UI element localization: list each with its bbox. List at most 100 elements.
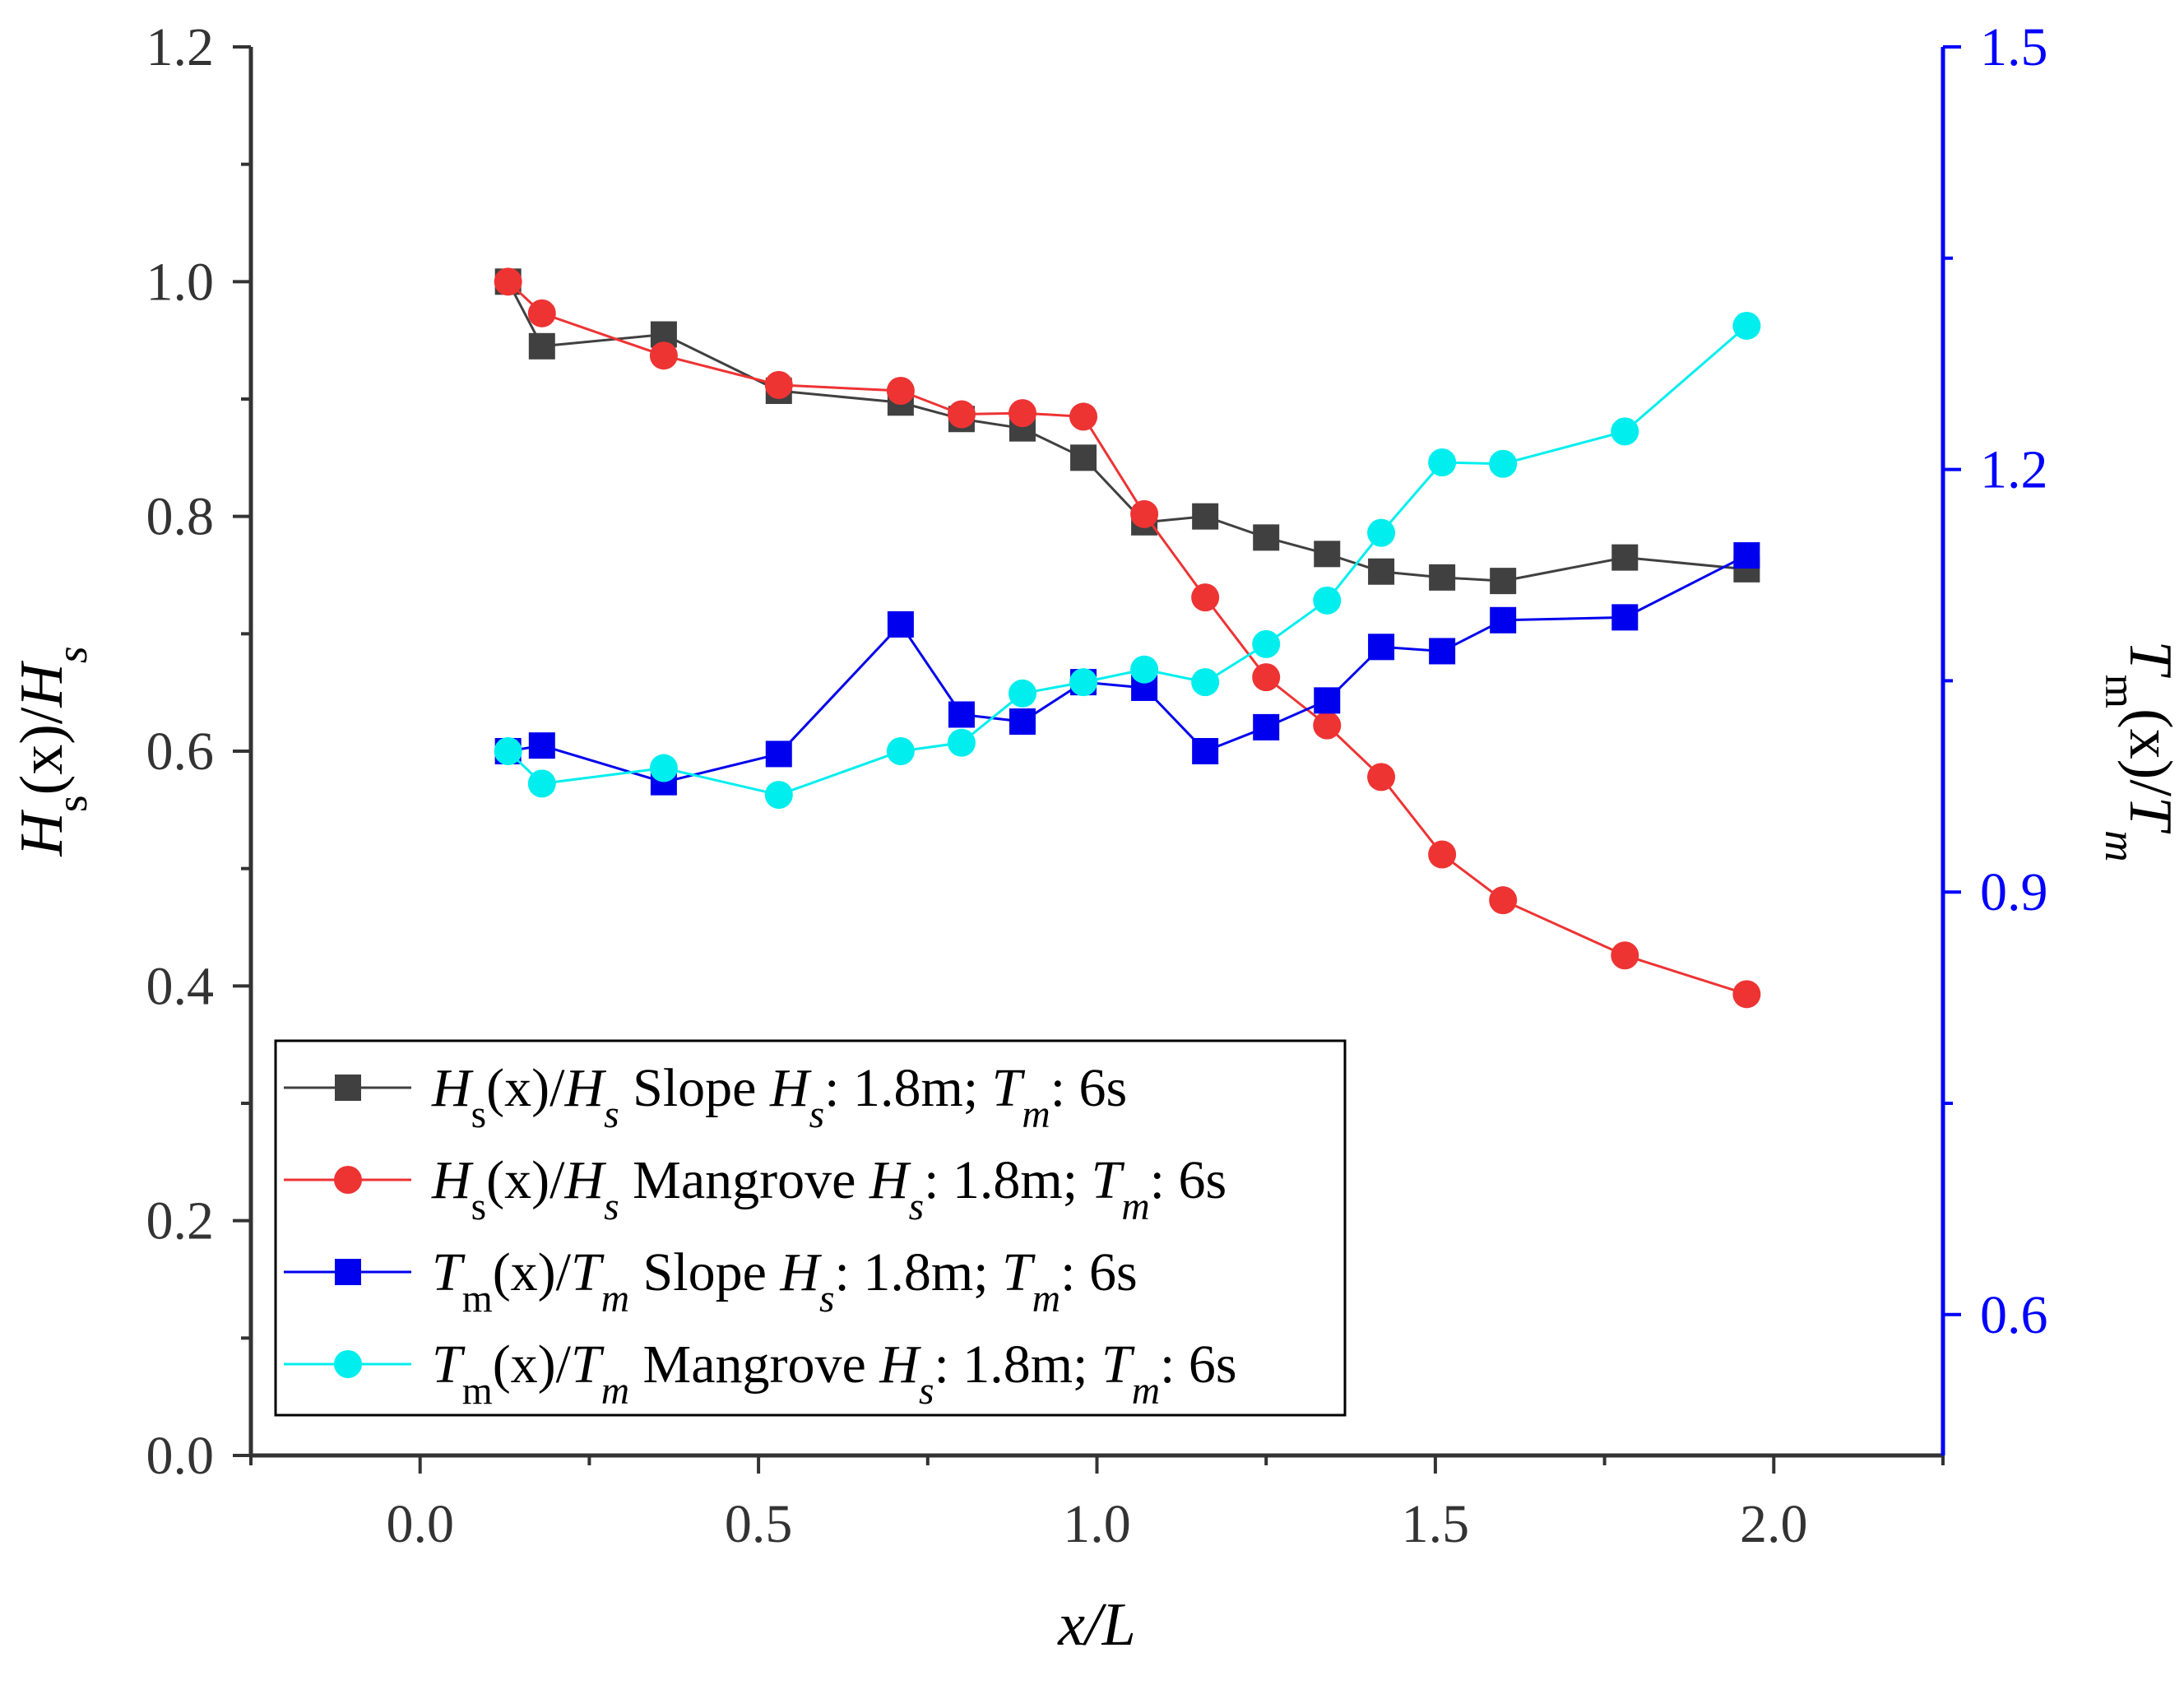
data-point xyxy=(527,299,556,327)
series-line xyxy=(507,281,1747,583)
legend-marker xyxy=(335,1259,361,1285)
data-point xyxy=(1489,449,1518,478)
data-point xyxy=(1611,417,1639,446)
data-point xyxy=(1008,679,1036,708)
data-point xyxy=(947,400,976,429)
data-point xyxy=(886,737,915,765)
legend-label: Hs(x)/Hs Slope Hs: 1.8m; Tm: 6s xyxy=(431,1058,1127,1136)
data-point xyxy=(649,341,678,370)
data-point xyxy=(1733,542,1760,569)
data-point xyxy=(887,610,914,638)
data-point xyxy=(764,781,793,810)
data-point xyxy=(765,740,792,768)
y-right-title-group: Tm(x)/Tm xyxy=(2097,640,2184,861)
y-left-axis-title: Hs(x)/Hs xyxy=(8,646,96,856)
x-tick-label: 0.0 xyxy=(386,1494,454,1554)
data-point xyxy=(1368,634,1395,661)
data-point xyxy=(1611,941,1639,970)
data-point xyxy=(886,377,915,406)
data-point xyxy=(1008,399,1036,428)
y-right-tick-label: 0.6 xyxy=(1980,1285,2048,1345)
data-point xyxy=(764,370,793,399)
data-point xyxy=(1314,687,1341,714)
legend-label: Tm(x)/Tm Slope Hs: 1.8m; Tm: 6s xyxy=(432,1242,1138,1321)
data-point xyxy=(1314,541,1341,568)
data-point xyxy=(528,332,555,360)
data-point xyxy=(1732,311,1761,340)
data-point xyxy=(1253,524,1280,551)
data-point xyxy=(1611,604,1639,631)
x-tick-label: 2.0 xyxy=(1740,1494,1808,1554)
legend-entry-2: Tm(x)/Tm Slope Hs: 1.8m; Tm: 6s xyxy=(284,1242,1138,1321)
data-point xyxy=(1428,448,1457,477)
data-point xyxy=(1191,583,1220,612)
data-point xyxy=(1732,980,1761,1009)
data-point xyxy=(1367,763,1396,791)
axes-layer: 0.0 0.5 1.0 1.5 2.0 0.0 0.2 0.4 0.6 0.8 1.0 1.2 0.6 0… xyxy=(8,17,2184,1659)
data-point xyxy=(1368,558,1395,585)
data-point xyxy=(1611,544,1639,571)
y-left-tick-label: 0.4 xyxy=(146,956,215,1016)
y-left-title-group: Hs(x)/Hs xyxy=(8,646,96,856)
legend-label: Tm(x)/Tm Mangrove Hs: 1.8m; Tm: 6s xyxy=(432,1335,1237,1413)
legend-entry-0: Hs(x)/Hs Slope Hs: 1.8m; Tm: 6s xyxy=(284,1058,1127,1136)
data-point xyxy=(1191,668,1220,697)
data-point xyxy=(1192,503,1219,530)
legend-marker xyxy=(334,1350,362,1378)
data-point xyxy=(1070,444,1097,471)
legend-entry-1: Hs(x)/Hs Mangrove Hs: 1.8m; Tm: 6s xyxy=(284,1150,1226,1228)
y-left-tick-label: 1.2 xyxy=(146,17,215,77)
data-point xyxy=(1192,738,1219,764)
data-point xyxy=(1313,711,1342,740)
x-tick-label: 1.0 xyxy=(1063,1494,1131,1554)
y-left-tick-label: 0.2 xyxy=(146,1191,215,1251)
y-right-tick-label: 1.5 xyxy=(1980,17,2048,77)
x-tick-label: 1.5 xyxy=(1402,1494,1470,1554)
series-2 xyxy=(494,542,1760,796)
data-point xyxy=(1313,586,1342,615)
data-point xyxy=(1253,713,1280,740)
legend: Hs(x)/Hs Slope Hs: 1.8m; Tm: 6s Hs(x)/Hs … xyxy=(274,1039,1347,1417)
data-point xyxy=(1367,518,1396,547)
legend-box xyxy=(274,1039,1347,1417)
data-point xyxy=(649,754,678,782)
y-left-tick-label: 0.0 xyxy=(146,1426,215,1486)
y-right-tick-label: 0.9 xyxy=(1980,862,2048,922)
y-left-tick-label: 1.0 xyxy=(146,252,215,312)
y-left-tick-label: 0.8 xyxy=(146,487,215,547)
x-tick-label: 0.5 xyxy=(725,1494,793,1554)
data-point xyxy=(1069,668,1098,697)
data-point xyxy=(1252,629,1281,658)
data-point xyxy=(1009,708,1036,736)
series-line xyxy=(507,324,1748,796)
legend-marker xyxy=(335,1075,361,1101)
data-point xyxy=(1130,499,1159,528)
data-point xyxy=(1428,840,1457,869)
data-point xyxy=(1130,655,1159,684)
data-point xyxy=(1429,638,1456,665)
legend-marker xyxy=(334,1166,362,1194)
data-point xyxy=(1490,606,1517,634)
legend-entry-3: Tm(x)/Tm Mangrove Hs: 1.8m; Tm: 6s xyxy=(284,1335,1237,1413)
series-line xyxy=(508,554,1748,784)
series-line xyxy=(507,281,1747,996)
series-3 xyxy=(494,311,1761,810)
data-point xyxy=(527,769,556,798)
series-1 xyxy=(494,267,1761,1009)
data-point xyxy=(528,732,555,759)
legend-label: Hs(x)/Hs Mangrove Hs: 1.8m; Tm: 6s xyxy=(431,1150,1226,1228)
y-left-tick-label: 0.6 xyxy=(146,722,215,782)
series-layer xyxy=(494,267,1761,1009)
data-point xyxy=(1069,402,1098,431)
data-point xyxy=(1490,568,1517,595)
data-point xyxy=(1429,564,1456,591)
data-point xyxy=(494,267,522,296)
data-point xyxy=(948,701,975,728)
data-point xyxy=(1489,886,1518,915)
series-0 xyxy=(494,268,1760,595)
y-right-tick-label: 1.2 xyxy=(1980,440,2048,500)
data-point xyxy=(947,728,976,757)
x-axis-title: x/L xyxy=(1057,1591,1136,1659)
data-point xyxy=(1252,663,1281,692)
